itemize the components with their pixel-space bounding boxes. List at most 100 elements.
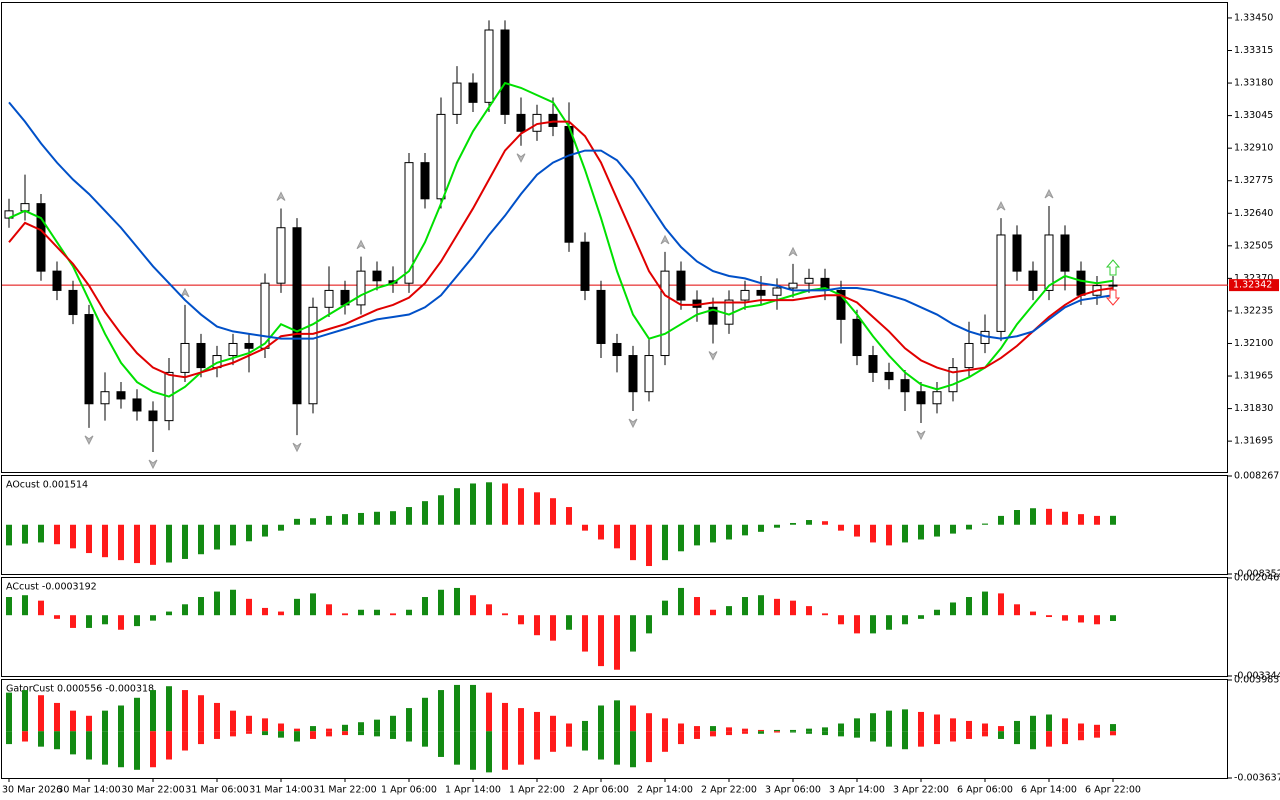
gator-bar xyxy=(582,720,588,732)
gator-bar xyxy=(294,731,300,742)
histogram-bar xyxy=(358,609,364,616)
gator-bar xyxy=(550,715,556,732)
gator-bar xyxy=(662,731,668,752)
gator-panel-frame xyxy=(1,679,1228,779)
histogram-bar xyxy=(326,604,332,616)
histogram-bar xyxy=(694,524,700,546)
y-tick-label: 0.0020465 xyxy=(1234,573,1280,584)
y-tick-label: 1.31965 xyxy=(1234,371,1273,382)
histogram-bar xyxy=(246,524,252,542)
y-tick-label: 1.31830 xyxy=(1234,403,1273,414)
histogram-bar xyxy=(134,524,140,564)
histogram-bar xyxy=(966,597,972,616)
histogram-bar xyxy=(54,615,60,619)
candle-body xyxy=(1060,234,1070,272)
gator-bar xyxy=(486,731,492,773)
candle-body xyxy=(964,342,974,369)
x-tick-label: 31 Mar 22:00 xyxy=(313,785,376,796)
gator-bar xyxy=(886,731,892,747)
gator-bar xyxy=(598,705,604,732)
candle-body xyxy=(804,277,814,284)
histogram-bar xyxy=(1078,514,1084,525)
histogram-bar xyxy=(454,488,460,525)
candle-body xyxy=(404,162,414,284)
candle-body xyxy=(580,241,590,291)
histogram-bar xyxy=(182,604,188,616)
y-tick-label: 1.31695 xyxy=(1234,436,1273,447)
x-tick-label: 31 Mar 06:00 xyxy=(185,785,248,796)
gator-bar xyxy=(246,715,252,732)
histogram-bar xyxy=(742,597,748,616)
gator-bar xyxy=(614,731,620,765)
gator-bar xyxy=(774,729,780,732)
gator-bar xyxy=(422,731,428,747)
gator-bar xyxy=(518,731,524,765)
histogram-bar xyxy=(38,600,44,616)
candle-body xyxy=(996,234,1006,332)
candle-body xyxy=(756,289,766,296)
gator-bar xyxy=(230,710,236,732)
gator-bar xyxy=(518,708,524,732)
histogram-bar xyxy=(1014,604,1020,616)
gator-bar xyxy=(6,692,12,732)
ma-line xyxy=(8,81,1114,398)
gator-bar xyxy=(214,731,220,739)
gator-bar xyxy=(166,731,172,760)
histogram-bar xyxy=(390,511,396,525)
y-tick-label: 1.32640 xyxy=(1234,208,1273,219)
gator-bar xyxy=(22,731,28,742)
gator-bar xyxy=(822,731,828,736)
gator-bar xyxy=(1094,731,1100,738)
x-tick-label: 3 Apr 06:00 xyxy=(765,785,821,796)
gator-bar xyxy=(374,719,380,732)
gator-bar xyxy=(598,731,604,760)
gator-bar xyxy=(806,728,812,732)
candle-body xyxy=(628,355,638,393)
fractal-up xyxy=(996,200,1006,211)
histogram-bar xyxy=(998,515,1004,525)
histogram-bar xyxy=(678,587,684,616)
gator-bar xyxy=(998,726,1004,732)
histogram-bar xyxy=(70,524,76,549)
gator-bar xyxy=(758,731,764,734)
histogram-bar xyxy=(1014,510,1020,525)
histogram-bar xyxy=(614,524,620,549)
gator-bar xyxy=(502,702,508,732)
x-tick-label: 6 Apr 22:00 xyxy=(1085,785,1141,796)
fractal-up xyxy=(276,191,286,201)
gator-bar xyxy=(6,731,12,745)
gator-bar xyxy=(470,684,476,732)
histogram-bar xyxy=(982,591,988,616)
histogram-bar xyxy=(214,524,220,550)
histogram-bar xyxy=(390,613,396,616)
candle-body xyxy=(852,318,862,357)
y-tick-label: 1.32370 xyxy=(1234,273,1273,284)
histogram-bar xyxy=(566,615,572,630)
candle-body xyxy=(788,282,798,289)
candle-body xyxy=(1028,270,1038,291)
candle-body xyxy=(676,270,686,301)
candle-body xyxy=(1076,270,1086,296)
histogram-bar xyxy=(902,524,908,543)
candle-body xyxy=(36,203,46,272)
histogram-bar xyxy=(278,524,284,531)
histogram-bar xyxy=(550,615,556,641)
histogram-bar xyxy=(342,514,348,525)
gator-bar xyxy=(406,731,412,742)
y-tick-label: 1.32100 xyxy=(1234,338,1273,349)
sell-signal-arrow xyxy=(1105,289,1121,306)
x-tick-label: 30 Mar 14:00 xyxy=(57,785,120,796)
x-tick-label: 6 Apr 06:00 xyxy=(957,785,1013,796)
histogram-bar xyxy=(310,518,316,525)
histogram-bar xyxy=(358,512,364,525)
gator-bar xyxy=(822,727,828,732)
histogram-bar xyxy=(854,524,860,537)
histogram-bar xyxy=(966,524,972,530)
histogram-bar xyxy=(406,507,412,525)
gator-bar xyxy=(630,705,636,732)
gator-bar xyxy=(982,731,988,737)
histogram-bar xyxy=(438,495,444,525)
histogram-bar xyxy=(182,524,188,559)
gator-bar xyxy=(982,723,988,732)
